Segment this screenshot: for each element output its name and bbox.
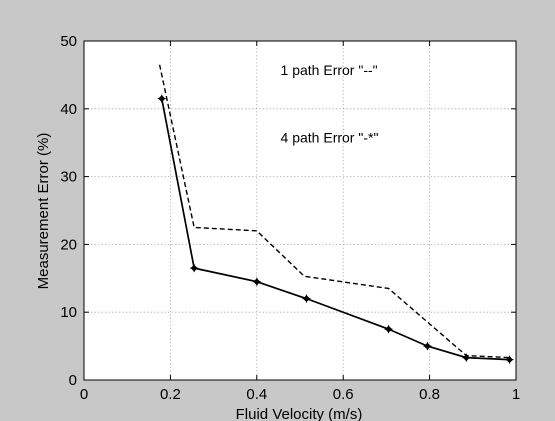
series-4-path-marker [252, 277, 261, 286]
series-4-path-marker [423, 342, 432, 351]
series-4-path-marker [190, 264, 199, 273]
x-axis-label: Fluid Velocity (m/s) [236, 406, 363, 421]
series-4-path-line [160, 98, 510, 361]
annotation-label: 4 path Error "-*" [281, 130, 379, 146]
x-tick-label: 1 [512, 386, 520, 403]
x-tick-label: 0.8 [419, 386, 440, 403]
grid-lines [84, 41, 516, 380]
series-4-path-marker [462, 353, 471, 362]
y-tick-label: 10 [60, 304, 77, 321]
x-tick-label: 0.6 [333, 386, 354, 403]
y-tick-label: 20 [60, 236, 77, 253]
series-4-path-marker [505, 355, 514, 364]
annotations: 1 path Error "--" 4 path Error "-*" [281, 62, 379, 146]
series-4-path-marker [302, 294, 311, 303]
plot-area [84, 41, 516, 380]
y-axis-label: Measurement Error (%) [35, 133, 52, 290]
y-tick-label: 30 [60, 169, 77, 186]
y-tick-label: 0 [69, 372, 77, 389]
x-tick-label: 0.4 [246, 386, 267, 403]
plot-frame [83, 40, 517, 381]
y-tick-label: 40 [60, 101, 77, 118]
series-4-path-marker [384, 325, 393, 334]
y-tick-label: 50 [60, 33, 77, 50]
series-layer [157, 64, 514, 364]
series-4-path-marker [157, 94, 166, 103]
annotation-label: 1 path Error "--" [281, 62, 378, 78]
x-tick-label: 0.2 [160, 386, 181, 403]
x-tick-label: 0 [80, 386, 88, 403]
